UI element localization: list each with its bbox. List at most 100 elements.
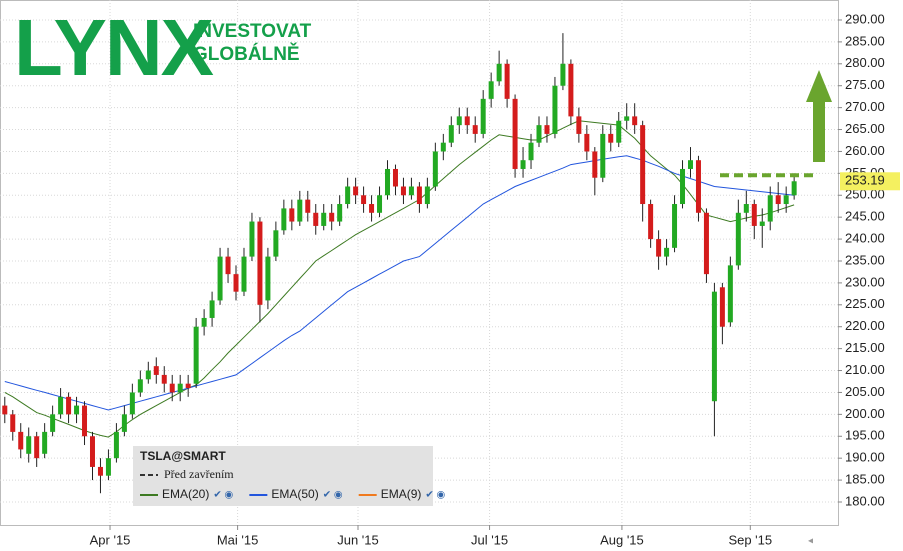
candle-body — [161, 374, 167, 384]
legend-icon: ✔ ◉ — [425, 490, 445, 501]
candle-body — [129, 392, 135, 415]
candle-body — [592, 151, 598, 178]
x-tick-label: Sep '15 — [728, 532, 772, 547]
candle-body — [329, 212, 335, 222]
candle-body — [121, 414, 127, 432]
candle-body — [249, 221, 255, 257]
candle-body — [775, 195, 781, 205]
candle-body — [345, 186, 351, 205]
candle-body — [185, 383, 191, 389]
candle-body — [584, 133, 590, 152]
candle-body — [504, 63, 510, 99]
legend-icon: ✔ ◉ — [323, 490, 343, 501]
candle-body — [392, 168, 398, 187]
candle-body — [361, 195, 367, 205]
marks — [2, 33, 797, 494]
legend-box — [133, 446, 433, 506]
x-tick-label: Jun '15 — [337, 532, 379, 547]
candle-body — [600, 133, 606, 178]
candle-body — [369, 204, 375, 213]
candle-body — [735, 212, 741, 266]
y-tick-label: 260.00 — [845, 143, 885, 158]
candle-body — [297, 199, 303, 222]
candle-body — [265, 256, 271, 301]
candle-body — [305, 199, 311, 213]
candle-body — [791, 181, 797, 196]
x-tick-label: Aug '15 — [600, 532, 644, 547]
y-tick-label: 180.00 — [845, 493, 885, 508]
candle-body — [400, 186, 406, 196]
candle-body — [608, 133, 614, 143]
y-tick-label: 210.00 — [845, 362, 885, 377]
y-tick-label: 200.00 — [845, 406, 885, 421]
legend-title: TSLA@SMART — [140, 449, 226, 463]
y-tick-label: 240.00 — [845, 231, 885, 246]
candle-body — [632, 116, 638, 126]
candle-body — [472, 125, 478, 134]
candle-body — [2, 405, 8, 415]
y-tick-label: 265.00 — [845, 121, 885, 136]
candle-body — [217, 256, 223, 301]
candle-body — [321, 212, 327, 226]
candle-body — [528, 142, 534, 161]
y-tick-label: 235.00 — [845, 252, 885, 267]
candle-body — [432, 151, 438, 187]
candle-body — [480, 98, 486, 134]
y-tick-label: 205.00 — [845, 384, 885, 399]
candle-body — [488, 81, 494, 99]
candle-body — [82, 405, 88, 437]
candle-body — [568, 63, 574, 117]
y-tick-label: 290.00 — [845, 11, 885, 26]
candle-body — [464, 116, 470, 126]
candle-body — [241, 256, 247, 292]
candle-body — [448, 125, 454, 143]
candle-body — [759, 221, 765, 226]
x-tick-label: Jul '15 — [471, 532, 508, 547]
candle-body — [751, 204, 757, 226]
legend-label: EMA(50) — [271, 487, 318, 501]
y-tick-label: 270.00 — [845, 99, 885, 114]
candle-body — [496, 63, 502, 82]
x-tick-label: Apr '15 — [90, 532, 131, 547]
candle-body — [177, 383, 183, 393]
logo: LYNX — [14, 3, 214, 92]
candle-body — [408, 186, 414, 196]
candle-body — [50, 414, 56, 432]
candle-body — [624, 116, 630, 121]
candle-body — [656, 239, 662, 257]
candle-body — [648, 204, 654, 240]
candle-body — [74, 405, 80, 415]
candle-body — [137, 379, 143, 393]
candle-body — [353, 186, 359, 196]
candle-body — [512, 98, 518, 169]
candle-body — [719, 287, 725, 327]
y-tick-label: 275.00 — [845, 77, 885, 92]
candle-body — [687, 160, 693, 169]
candle-body — [209, 300, 215, 318]
y-tick-label: 280.00 — [845, 55, 885, 70]
candle-body — [105, 458, 111, 476]
logo-tagline: INVESTOVAT — [193, 21, 312, 42]
candle-body — [10, 414, 16, 432]
candle-body — [424, 186, 430, 205]
x-tick-label: Mai '15 — [217, 532, 259, 547]
y-tick-label: 220.00 — [845, 318, 885, 333]
candle-body — [66, 396, 72, 415]
candle-body — [26, 436, 32, 454]
y-tick-label: 185.00 — [845, 472, 885, 487]
candle-body — [313, 212, 319, 226]
candle-body — [743, 204, 749, 213]
candle-body — [727, 265, 733, 323]
last-price-label: 253.19 — [845, 173, 885, 188]
candle-body — [695, 160, 701, 213]
y-tick-label: 250.00 — [845, 187, 885, 202]
candle-body — [552, 85, 558, 134]
candle-body — [536, 125, 542, 143]
y-tick-label: 245.00 — [845, 209, 885, 224]
candle-body — [201, 317, 207, 327]
candle-body — [257, 221, 263, 305]
candle-body — [193, 326, 199, 384]
candle-body — [544, 125, 550, 134]
candle-body — [672, 204, 678, 248]
